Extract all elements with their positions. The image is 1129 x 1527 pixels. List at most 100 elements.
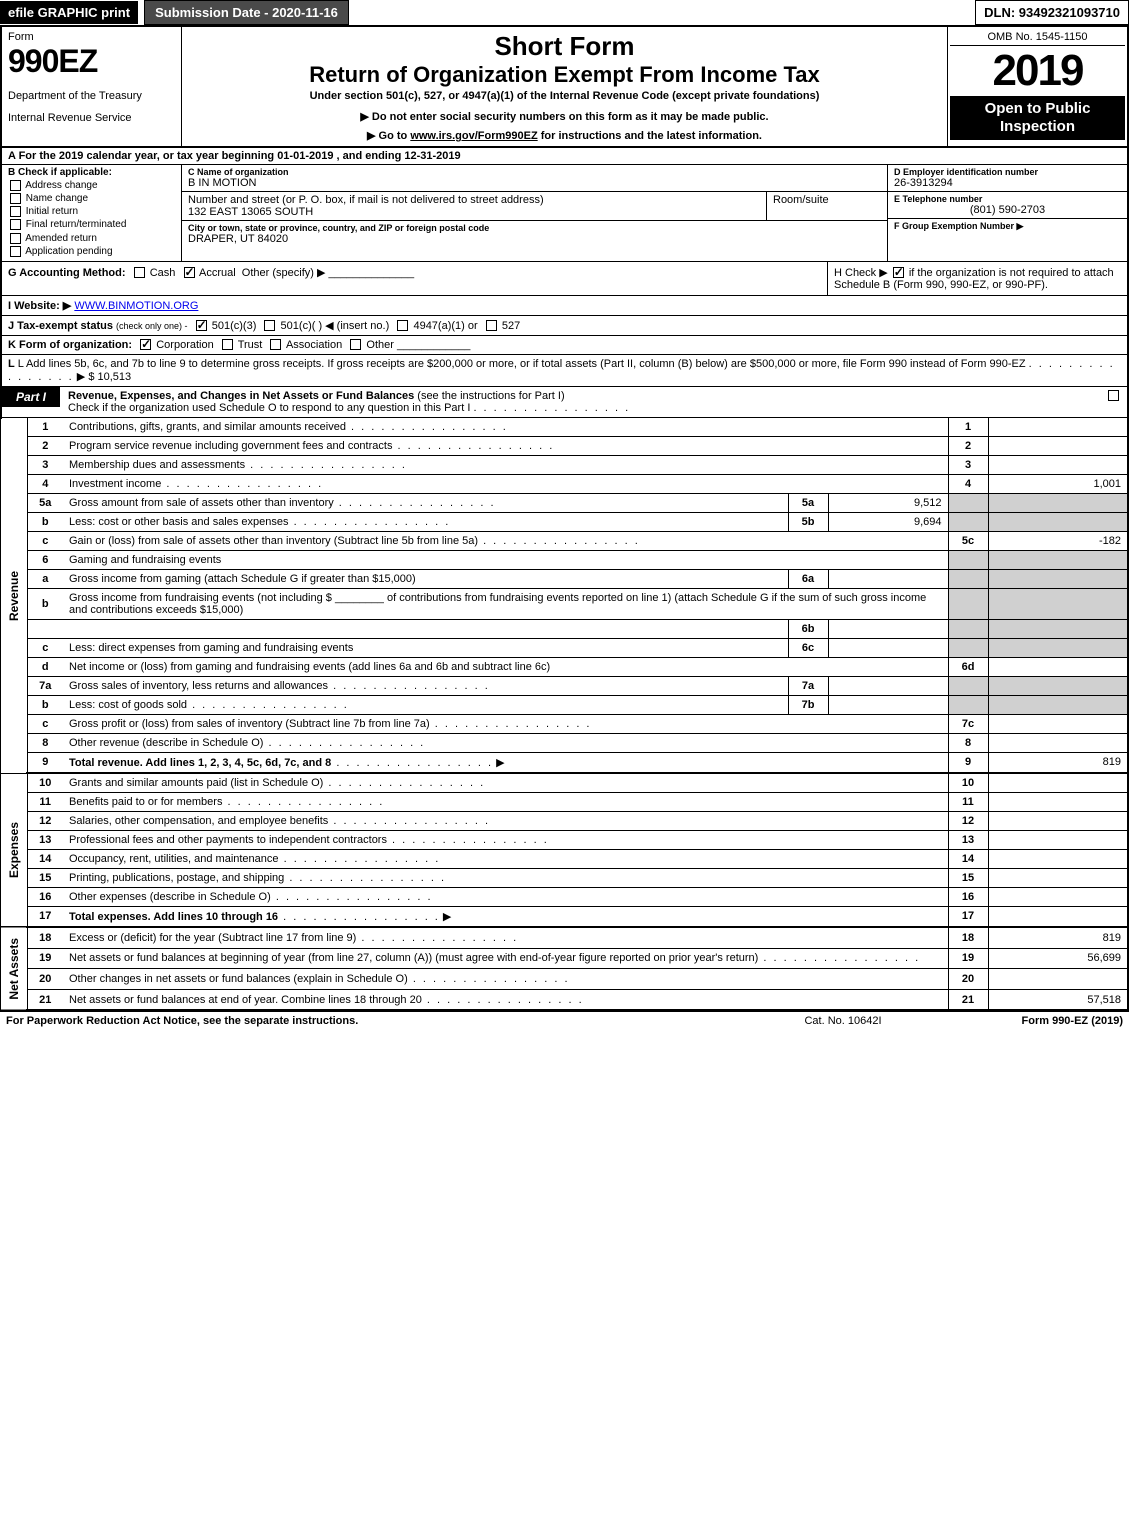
4947-checkbox[interactable] [397,320,408,331]
h-check-text: H Check ▶ [834,267,888,279]
line-3-val [988,455,1128,474]
header-center: Short Form Return of Organization Exempt… [182,27,947,146]
line-7a-boxval [828,676,948,695]
name-change-label: Name change [26,193,88,204]
line-5b-desc: Less: cost or other basis and sales expe… [69,516,289,528]
line-14-numbox: 14 [948,849,988,868]
line-6: 6 Gaming and fundraising events [1,550,1128,569]
ein-label: D Employer identification number [894,167,1121,177]
line-6b-text: b Gross income from fundraising events (… [1,588,1128,619]
line-6d-val [988,657,1128,676]
application-pending-checkbox[interactable] [10,246,21,257]
line-1-val [988,418,1128,437]
phone-value: (801) 590-2703 [894,204,1121,216]
omb-number: OMB No. 1545-1150 [950,29,1125,46]
line-6c-boxval [828,638,948,657]
line-7b: b Less: cost of goods sold 7b [1,695,1128,714]
submission-date: Submission Date - 2020-11-16 [144,0,349,25]
line-12-desc: Salaries, other compensation, and employ… [69,815,328,827]
association-label: Association [286,339,342,351]
schedule-o-checkbox[interactable] [1108,390,1119,401]
line-5a-boxval: 9,512 [828,493,948,512]
line-21-numbox: 21 [948,989,988,1010]
net-assets-side-label: Net Assets [1,927,27,1011]
line-21: 21 Net assets or fund balances at end of… [1,989,1128,1010]
trust-checkbox[interactable] [222,339,233,350]
section-l-amount-label: ▶ $ [77,371,95,383]
tax-year: 2019 [950,46,1125,96]
line-10-desc: Grants and similar amounts paid (list in… [69,777,323,789]
cash-checkbox[interactable] [134,267,145,278]
501c3-checkbox[interactable] [196,320,207,331]
line-5a: 5a Gross amount from sale of assets othe… [1,493,1128,512]
line-20: 20 Other changes in net assets or fund b… [1,969,1128,990]
line-9-numbox: 9 [948,752,988,773]
address-change-checkbox[interactable] [10,180,21,191]
line-4: 4 Investment income 4 1,001 [1,474,1128,493]
section-l: L L Add lines 5b, 6c, and 7b to line 9 t… [0,355,1129,387]
line-6-desc: Gaming and fundraising events [69,554,221,566]
footer: For Paperwork Reduction Act Notice, see … [0,1011,1129,1030]
corporation-checkbox[interactable] [140,339,151,350]
line-8-numbox: 8 [948,733,988,752]
line-20-numbox: 20 [948,969,988,990]
line-6d-numbox: 6d [948,657,988,676]
initial-return-checkbox[interactable] [10,206,21,217]
section-l-amount: 10,513 [98,371,132,383]
line-9-desc: Total revenue. Add lines 1, 2, 3, 4, 5c,… [69,757,331,769]
line-11-val [988,792,1128,811]
line-7a-box: 7a [788,676,828,695]
527-checkbox[interactable] [486,320,497,331]
name-change-checkbox[interactable] [10,193,21,204]
line-5a-shaded-val [988,493,1128,512]
info-right: D Employer identification number 26-3913… [887,165,1127,261]
header-left: Form 990EZ Department of the Treasury In… [2,27,182,146]
line-9: 9 Total revenue. Add lines 1, 2, 3, 4, 5… [1,752,1128,773]
line-17-numbox: 17 [948,906,988,927]
line-2: 2 Program service revenue including gove… [1,436,1128,455]
efile-graphic-print[interactable]: efile GRAPHIC print [0,1,138,24]
part-1-header: Part I Revenue, Expenses, and Changes in… [0,387,1129,418]
line-12-numbox: 12 [948,811,988,830]
website-label: I Website: ▶ [8,300,71,312]
line-14-desc: Occupancy, rent, utilities, and maintena… [69,853,279,865]
line-3: 3 Membership dues and assessments 3 [1,455,1128,474]
service-label: Internal Revenue Service [8,112,175,124]
accrual-checkbox[interactable] [184,267,195,278]
line-7c-desc: Gross profit or (loss) from sales of inv… [69,718,430,730]
schedule-b-checkbox[interactable] [893,267,904,278]
final-return-checkbox[interactable] [10,219,21,230]
line-7c-numbox: 7c [948,714,988,733]
ssn-notice: ▶ Do not enter social security numbers o… [190,110,939,123]
line-14-val [988,849,1128,868]
city-state-zip: DRAPER, UT 84020 [188,233,881,245]
line-5b-box: 5b [788,512,828,531]
org-name: B IN MOTION [188,177,881,189]
line-5a-desc: Gross amount from sale of assets other t… [69,497,334,509]
line-7b-box: 7b [788,695,828,714]
line-6c-desc: Less: direct expenses from gaming and fu… [69,642,353,654]
other-org-checkbox[interactable] [350,339,361,350]
line-13-numbox: 13 [948,830,988,849]
line-15-val [988,868,1128,887]
line-3-numbox: 3 [948,455,988,474]
line-5a-shaded [948,493,988,512]
goto-suffix: for instructions and the latest informat… [538,130,762,142]
line-6c: c Less: direct expenses from gaming and … [1,638,1128,657]
section-c: C Name of organization B IN MOTION Numbe… [182,165,887,261]
association-checkbox[interactable] [270,339,281,350]
amended-return-checkbox[interactable] [10,233,21,244]
top-bar: efile GRAPHIC print Submission Date - 20… [0,0,1129,27]
501c-checkbox[interactable] [264,320,275,331]
line-18-desc: Excess or (deficit) for the year (Subtra… [69,932,356,944]
address-change-label: Address change [25,180,97,191]
line-6a-box: 6a [788,569,828,588]
code-subtitle: Under section 501(c), 527, or 4947(a)(1)… [190,90,939,102]
line-6b-boxval [828,619,948,638]
line-8-val [988,733,1128,752]
line-15-numbox: 15 [948,868,988,887]
line-21-desc: Net assets or fund balances at end of ye… [69,994,422,1006]
irs-link[interactable]: www.irs.gov/Form990EZ [410,130,537,142]
line-19-desc: Net assets or fund balances at beginning… [69,952,758,964]
website-link[interactable]: WWW.BINMOTION.ORG [74,300,198,312]
